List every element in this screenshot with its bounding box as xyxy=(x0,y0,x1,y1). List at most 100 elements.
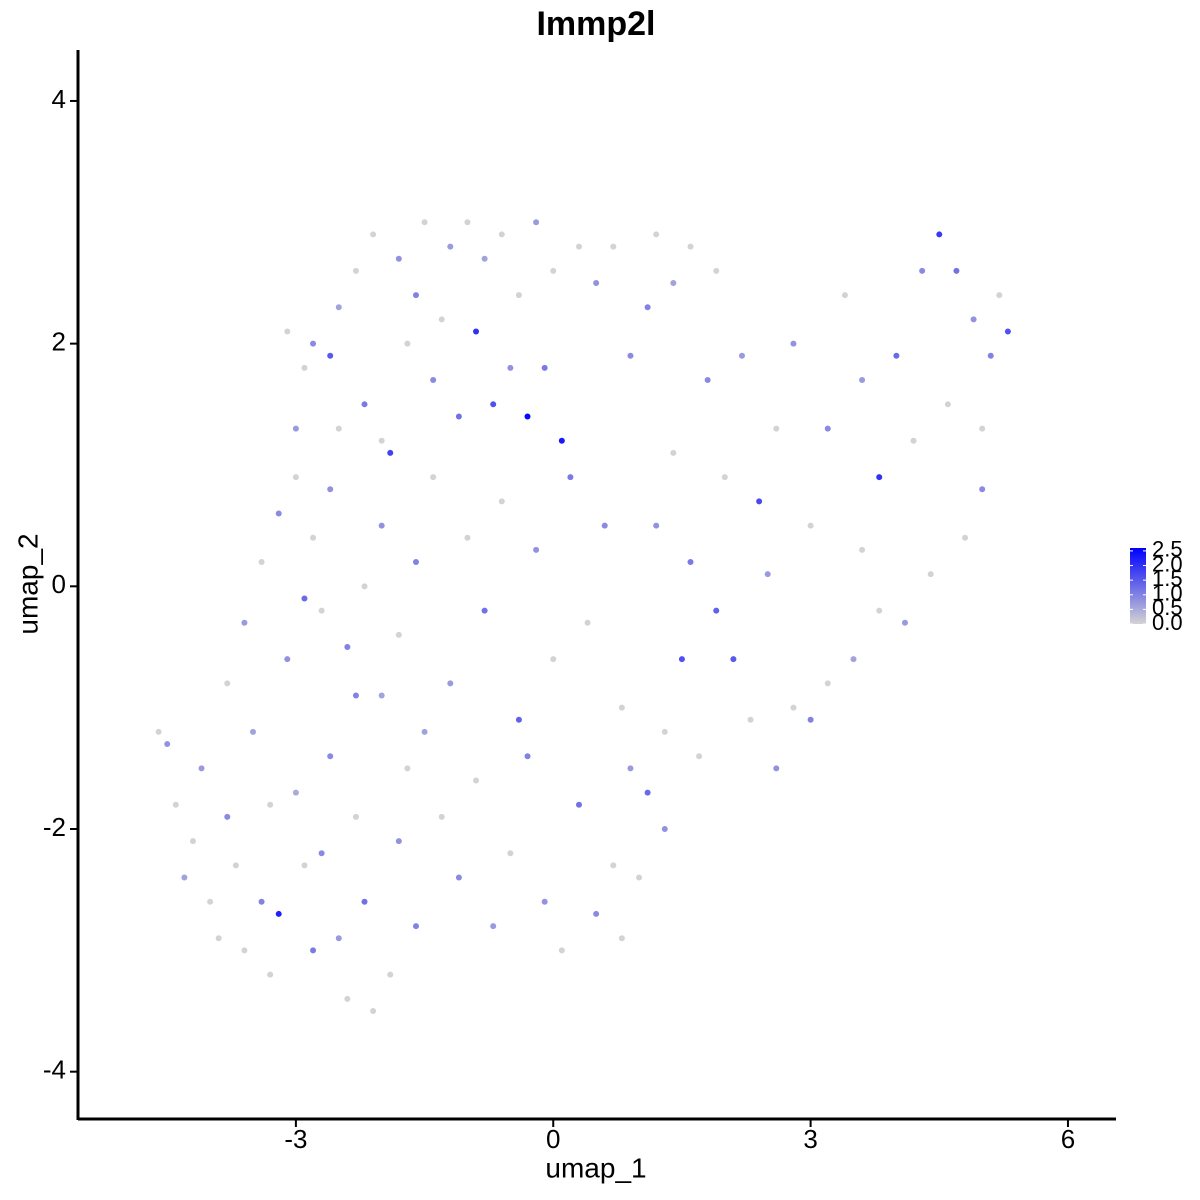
point xyxy=(618,935,625,942)
point xyxy=(627,765,634,772)
point xyxy=(258,559,265,566)
point xyxy=(550,656,557,663)
point xyxy=(876,474,883,481)
point xyxy=(790,340,797,347)
point xyxy=(558,947,565,954)
point xyxy=(378,692,385,699)
point xyxy=(696,753,703,760)
colorbar-label: 1.5 xyxy=(1152,566,1183,591)
chart-title: Immp2l xyxy=(536,5,655,43)
point xyxy=(713,267,720,274)
point xyxy=(267,801,274,808)
point xyxy=(627,352,634,359)
point xyxy=(395,255,402,262)
point xyxy=(275,510,282,517)
point xyxy=(919,267,926,274)
point xyxy=(644,304,651,311)
point xyxy=(232,862,239,869)
point xyxy=(318,850,325,857)
point xyxy=(515,716,522,723)
point xyxy=(155,728,162,735)
point xyxy=(181,874,188,881)
point xyxy=(859,546,866,553)
point xyxy=(361,898,368,905)
point xyxy=(773,425,780,432)
point xyxy=(987,352,994,359)
point xyxy=(661,825,668,832)
point xyxy=(713,607,720,614)
point xyxy=(687,559,694,566)
point xyxy=(498,498,505,505)
point xyxy=(850,656,857,663)
point xyxy=(464,219,471,226)
x-axis-label: umap_1 xyxy=(545,1152,646,1183)
point xyxy=(730,656,737,663)
point xyxy=(404,340,411,347)
point xyxy=(970,316,977,323)
point xyxy=(395,631,402,638)
colorbar-label: 2.0 xyxy=(1152,551,1183,576)
y-tick-label: 0 xyxy=(52,569,66,599)
point xyxy=(790,704,797,711)
point xyxy=(361,583,368,590)
point xyxy=(738,352,745,359)
point xyxy=(996,292,1003,299)
point xyxy=(953,267,960,274)
point xyxy=(601,522,608,529)
point xyxy=(962,534,969,541)
point xyxy=(387,449,394,456)
point xyxy=(979,425,986,432)
point xyxy=(344,995,351,1002)
point xyxy=(670,279,677,286)
point xyxy=(387,971,394,978)
point xyxy=(541,364,548,371)
point xyxy=(533,546,540,553)
point xyxy=(438,813,445,820)
point xyxy=(370,231,377,238)
point xyxy=(455,874,462,881)
point xyxy=(224,680,231,687)
point xyxy=(275,910,282,917)
point xyxy=(515,292,522,299)
point xyxy=(507,364,514,371)
point xyxy=(370,1008,377,1015)
point xyxy=(807,522,814,529)
point xyxy=(318,607,325,614)
y-tick-label: -4 xyxy=(43,1055,66,1085)
point xyxy=(412,923,419,930)
colorbar-label: 0.5 xyxy=(1152,595,1183,620)
x-tick-label: -3 xyxy=(284,1124,307,1154)
point xyxy=(524,413,531,420)
point xyxy=(447,243,454,250)
point xyxy=(395,838,402,845)
point xyxy=(310,947,317,954)
point xyxy=(430,474,437,481)
point xyxy=(473,328,480,335)
point xyxy=(936,231,943,238)
point xyxy=(979,486,986,493)
point xyxy=(258,898,265,905)
colorbar-label: 0.0 xyxy=(1152,610,1183,635)
point xyxy=(610,862,617,869)
point xyxy=(901,619,908,626)
point xyxy=(618,704,625,711)
point xyxy=(335,425,342,432)
point xyxy=(490,923,497,930)
point xyxy=(310,340,317,347)
point xyxy=(824,680,831,687)
point xyxy=(524,753,531,760)
point xyxy=(215,935,222,942)
point xyxy=(404,765,411,772)
point xyxy=(284,656,291,663)
point xyxy=(352,267,359,274)
point xyxy=(593,279,600,286)
point xyxy=(764,571,771,578)
point xyxy=(335,935,342,942)
point xyxy=(481,255,488,262)
point xyxy=(558,437,565,444)
point xyxy=(378,437,385,444)
point xyxy=(250,728,257,735)
point xyxy=(421,728,428,735)
point xyxy=(859,377,866,384)
point xyxy=(310,534,317,541)
